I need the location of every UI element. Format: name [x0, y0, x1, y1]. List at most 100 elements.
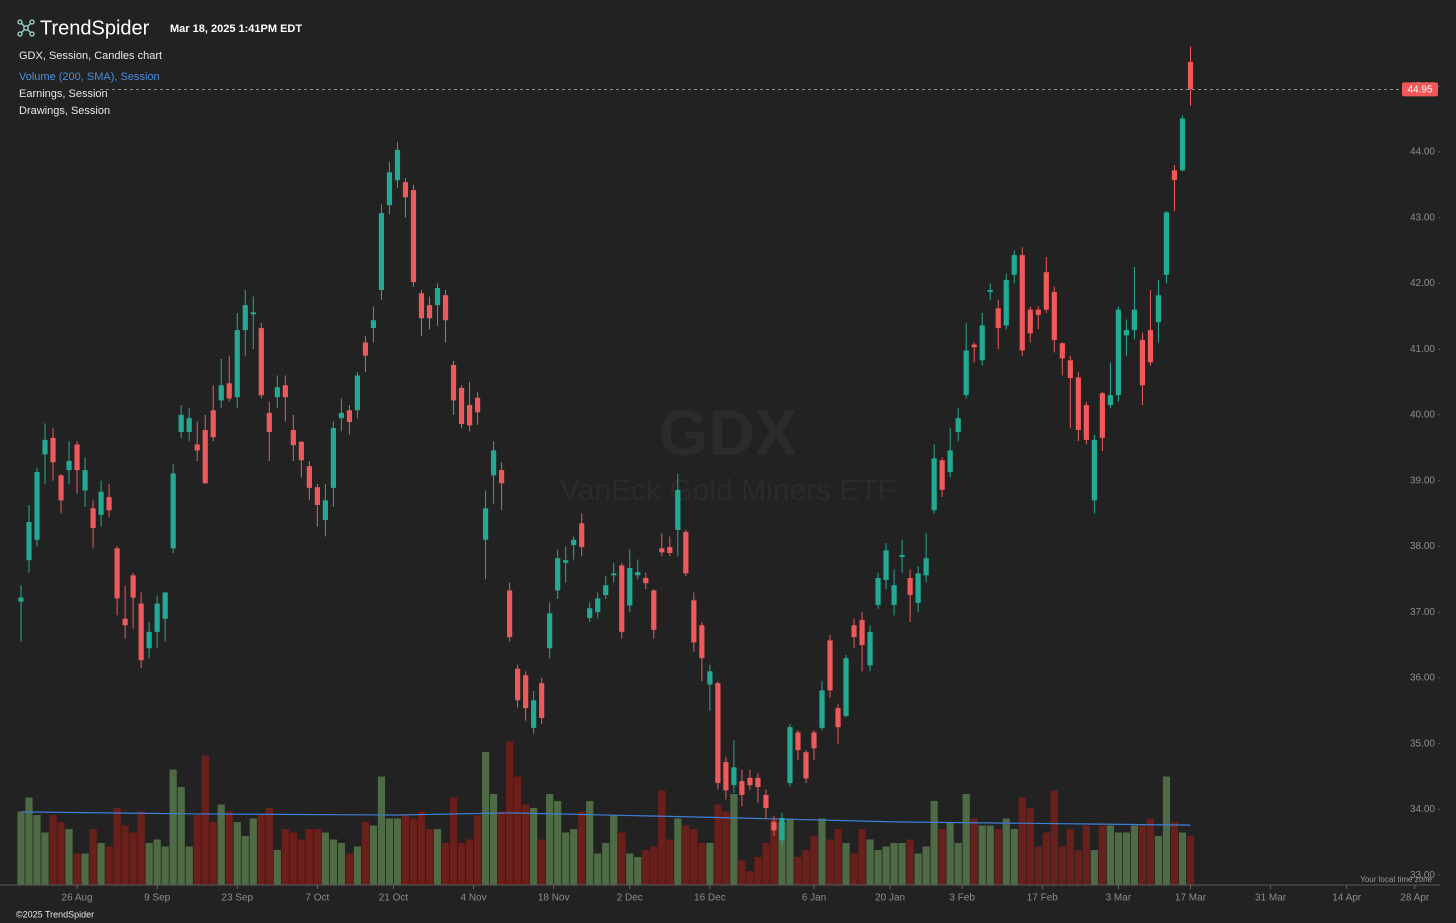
candle-body	[755, 777, 761, 788]
last-price-label: 44.95	[1407, 85, 1432, 96]
volume-bar	[498, 811, 506, 885]
volume-bar	[986, 825, 994, 885]
candle-body	[787, 727, 793, 784]
candle-body	[346, 410, 353, 423]
candle-body	[1019, 255, 1025, 351]
volume-bar	[874, 850, 882, 885]
candle-body	[1035, 309, 1041, 315]
candle-body	[1131, 309, 1138, 331]
volume-bar	[113, 808, 121, 885]
x-tick-label: 18 Nov	[538, 893, 570, 904]
candle-body	[571, 539, 577, 546]
logo	[17, 19, 35, 37]
candle-body	[370, 320, 377, 329]
y-tick-label: 39.00	[1410, 475, 1435, 486]
candle-body	[675, 489, 681, 530]
candle-body	[482, 508, 489, 540]
candle-body	[987, 289, 993, 292]
candle-body	[362, 342, 369, 356]
candle-body	[1003, 280, 1009, 326]
volume-bar	[121, 825, 129, 885]
volume-bar	[185, 846, 193, 885]
candle-body	[603, 585, 609, 596]
volume-bar	[465, 839, 474, 885]
y-tick-label: 44.00	[1410, 147, 1435, 158]
volume-bar	[177, 787, 185, 885]
candle-body	[531, 700, 537, 728]
candle-body	[931, 458, 937, 511]
candle-body	[579, 523, 585, 548]
candle-body	[90, 508, 96, 528]
volume-bar	[473, 815, 482, 885]
candle-body	[1075, 377, 1081, 431]
plot	[17, 46, 1440, 885]
volume-bar	[650, 846, 658, 885]
y-tick-label: 35.00	[1410, 738, 1435, 749]
volume-bar	[337, 843, 345, 885]
candle-body	[819, 690, 825, 728]
volume-bar	[930, 801, 938, 885]
watermark-symbol: GDX	[659, 397, 798, 469]
volume-bar	[722, 811, 730, 885]
volume-bar	[393, 818, 402, 885]
volume-bar	[562, 832, 570, 885]
candle-body	[210, 410, 216, 438]
y-tick-label: 34.00	[1410, 804, 1435, 815]
x-tick-label: 31 Mar	[1255, 893, 1287, 904]
volume-bar	[1082, 825, 1090, 885]
volume-bar	[1130, 825, 1139, 885]
x-tick-label: 17 Mar	[1175, 893, 1207, 904]
volume-bar	[1058, 846, 1066, 885]
volume-bar	[970, 818, 978, 885]
volume-bar	[433, 829, 442, 885]
volume-bar	[1066, 829, 1074, 885]
volume-bar	[1106, 825, 1114, 885]
volume-bar	[281, 829, 289, 885]
candle-body	[1011, 255, 1017, 275]
x-tick-label: 4 Nov	[461, 893, 487, 904]
candle-body	[114, 548, 120, 599]
volume-bar	[73, 853, 81, 885]
candle-body	[939, 460, 945, 490]
volume-bar	[642, 850, 650, 885]
candle-body	[803, 752, 809, 779]
candle-body	[162, 592, 168, 619]
indicator-label: Volume (200, SMA), Session	[19, 71, 160, 83]
candle-body	[426, 305, 433, 319]
candle-body	[555, 558, 561, 591]
volume-bar	[570, 829, 578, 885]
candle-body	[474, 397, 481, 413]
volume-bar	[530, 808, 538, 885]
candle-body	[1179, 118, 1186, 171]
candle-body	[266, 412, 272, 432]
candle-body	[82, 470, 88, 491]
volume-bar	[842, 843, 850, 885]
volume-bar	[89, 829, 97, 885]
candle-body	[643, 577, 649, 584]
x-tick-label: 21 Oct	[379, 893, 409, 904]
candle-body	[779, 817, 785, 841]
candle-body	[667, 547, 673, 553]
volume-bar	[1010, 829, 1018, 885]
candle-body	[659, 548, 665, 553]
candle-body	[418, 293, 425, 319]
candle-body	[795, 732, 801, 751]
volume-bar	[858, 829, 866, 885]
volume-bar	[546, 794, 554, 885]
volume-bar	[1178, 832, 1187, 885]
candle-body	[258, 328, 264, 396]
volume-bar	[361, 822, 370, 885]
candle-body	[410, 190, 417, 283]
volume-bar	[209, 822, 217, 885]
copyright: ©2025 TrendSpider	[16, 909, 94, 919]
volume-bar	[41, 832, 49, 885]
volume-bar	[1138, 825, 1147, 885]
candle-body	[835, 708, 841, 728]
candle-body	[707, 671, 713, 685]
x-tick-label: 3 Mar	[1106, 893, 1132, 904]
volume-bar	[1170, 822, 1179, 885]
candle-body	[170, 473, 176, 549]
x-tick-label: 17 Feb	[1027, 893, 1059, 904]
candle-body	[715, 683, 721, 784]
volume-bar	[249, 818, 257, 885]
